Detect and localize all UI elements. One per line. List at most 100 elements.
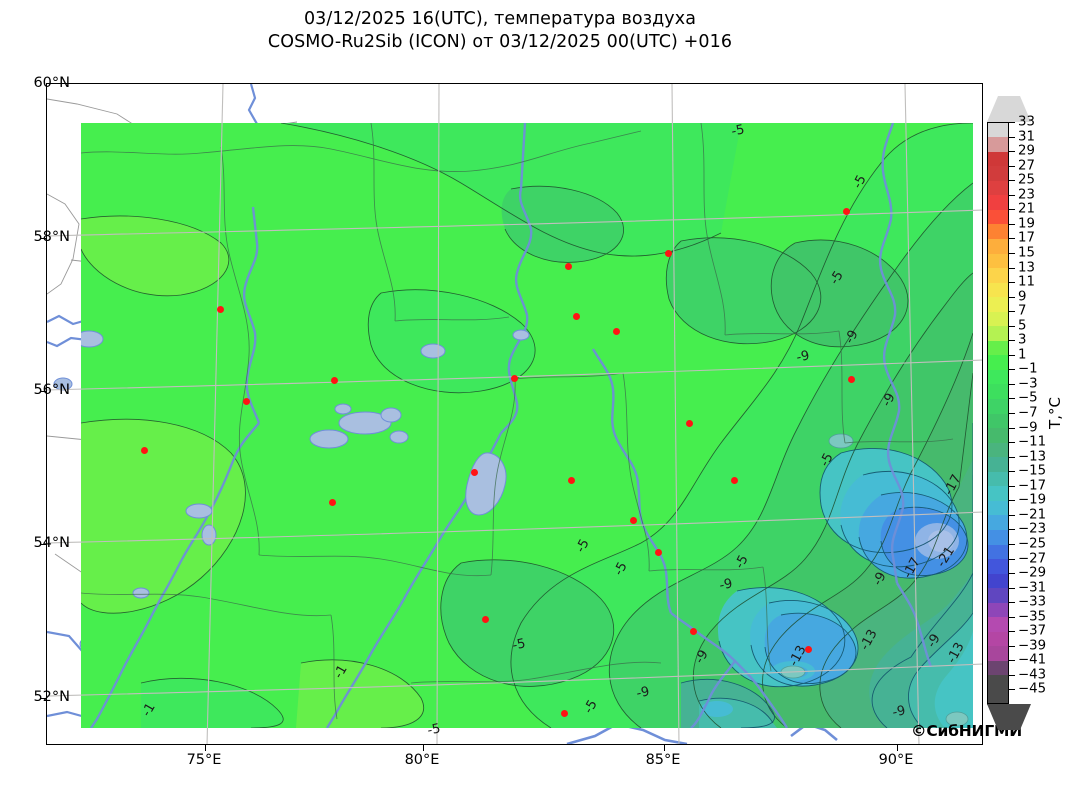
city-dot [730, 476, 738, 484]
city-dot [564, 262, 572, 270]
city-dot [242, 397, 250, 405]
colorbar-segment [987, 558, 1009, 574]
x-axis-tick [423, 744, 424, 751]
colorbar-segment [987, 689, 1009, 705]
contour-label: -5 [511, 636, 527, 654]
city-dot [612, 327, 620, 335]
colorbar-tick-label: −3 [1018, 376, 1038, 392]
colorbar-tick [1009, 529, 1015, 531]
city-dot [328, 498, 336, 506]
colorbar-segment [987, 398, 1009, 414]
colorbar-tick-label: 1 [1018, 347, 1027, 363]
colorbar-segment [987, 165, 1009, 181]
colorbar-tick [1009, 340, 1015, 342]
colorbar-tick [1009, 151, 1015, 153]
colorbar-segment [987, 602, 1009, 618]
y-axis-label: 54°N [33, 535, 70, 551]
colorbar-segment [987, 674, 1009, 691]
city-dot [572, 312, 580, 320]
colorbar-tick-label: 27 [1018, 158, 1035, 174]
city-dot [481, 615, 489, 623]
map-plot-area[interactable]: -5 -5 -5 -9 -9 -9 -5 -17 -5 -5 -5 -9 -9 -17 -21 -1 -5 -9-… [40, 83, 983, 751]
colorbar-tick [1009, 413, 1015, 414]
colorbar-segment [987, 180, 1009, 196]
city-dot [470, 468, 478, 476]
colorbar-tick-label: −23 [1018, 521, 1047, 537]
colorbar-tick [1009, 427, 1015, 429]
colorbar-segment [987, 587, 1009, 603]
y-axis-label: 58°N [33, 228, 70, 245]
colorbar-segment [987, 136, 1009, 152]
colorbar-tick-label: 21 [1018, 201, 1035, 217]
colorbar-tick [1009, 660, 1015, 662]
colorbar-segment [987, 194, 1009, 210]
colorbar-tick-label: −25 [1018, 536, 1047, 552]
contour-label: -9 [718, 576, 734, 594]
colorbar-tick [1009, 587, 1015, 589]
city-dot [560, 709, 568, 717]
city-dot [567, 476, 575, 484]
colorbar-tick-label: −11 [1018, 434, 1047, 450]
colorbar-segment [987, 325, 1009, 341]
colorbar-segment [987, 267, 1009, 283]
contour-label: -9 [635, 684, 651, 702]
colorbar-tick [1009, 689, 1015, 691]
x-axis-tick [664, 744, 665, 751]
colorbar-tick [1009, 645, 1015, 647]
colorbar-tick-label: −5 [1018, 390, 1038, 406]
colorbar-tick [1009, 631, 1015, 633]
y-axis-tick [40, 237, 47, 239]
colorbar-segment [987, 296, 1009, 312]
colorbar-overflow-arrow-top [987, 96, 1031, 122]
colorbar-tick [1009, 543, 1015, 545]
colorbar-tick-label: 5 [1018, 318, 1027, 334]
colorbar-tick-label: −9 [1018, 420, 1038, 436]
colorbar-tick [1009, 616, 1015, 618]
colorbar-tick-label: −15 [1018, 463, 1047, 479]
colorbar-segment [987, 282, 1009, 298]
colorbar-tick [1009, 311, 1015, 313]
colorbar-tick-label: 9 [1018, 289, 1027, 305]
colorbar-tick [1009, 282, 1015, 284]
city-dot [664, 249, 672, 257]
colorbar-tick-label: 31 [1018, 129, 1035, 145]
colorbar-segment [987, 427, 1009, 443]
contour-label: -9 [891, 703, 907, 721]
colorbar-tick [1009, 514, 1015, 516]
colorbar-segment [987, 413, 1009, 429]
colorbar-tick [1009, 267, 1015, 269]
colorbar-tick [1009, 136, 1015, 138]
city-dot [629, 516, 637, 524]
colorbar[interactable] [987, 122, 1009, 705]
colorbar-segment [987, 660, 1009, 676]
city-dot [216, 305, 224, 313]
colorbar-segment [987, 471, 1009, 487]
colorbar-tick-label: −1 [1018, 361, 1038, 377]
colorbar-tick-label: −37 [1018, 623, 1047, 639]
colorbar-segment [987, 354, 1009, 370]
y-axis-tick [40, 544, 47, 545]
colorbar-segment [987, 631, 1009, 647]
colorbar-segment [987, 573, 1009, 589]
colorbar-segment [987, 529, 1009, 545]
colorbar-tick-label: −7 [1018, 405, 1038, 421]
colorbar-segment [987, 645, 1009, 661]
colorbar-segment [987, 442, 1009, 458]
y-axis-tick [40, 697, 47, 699]
colorbar-segment [987, 340, 1009, 356]
colorbar-tick-label: −43 [1018, 667, 1047, 683]
colorbar-segment [987, 543, 1009, 560]
x-axis-label: 85°E [645, 752, 681, 768]
colorbar-tick [1009, 296, 1015, 298]
colorbar-tick-label: 29 [1018, 143, 1035, 159]
colorbar-tick-label: 13 [1018, 260, 1035, 275]
title-line-2: COSMO-Ru2Sib (ICON) от 03/12/2025 00(UTC… [267, 32, 733, 52]
colorbar-tick [1009, 354, 1015, 356]
colorbar-tick [1009, 165, 1015, 167]
colorbar-tick [1009, 500, 1015, 502]
colorbar-tick-label: −31 [1018, 580, 1047, 596]
colorbar-tick [1009, 369, 1015, 371]
colorbar-tick-label: −45 [1018, 681, 1047, 697]
colorbar-segment [987, 223, 1009, 239]
colorbar-tick-label: 17 [1018, 230, 1035, 246]
